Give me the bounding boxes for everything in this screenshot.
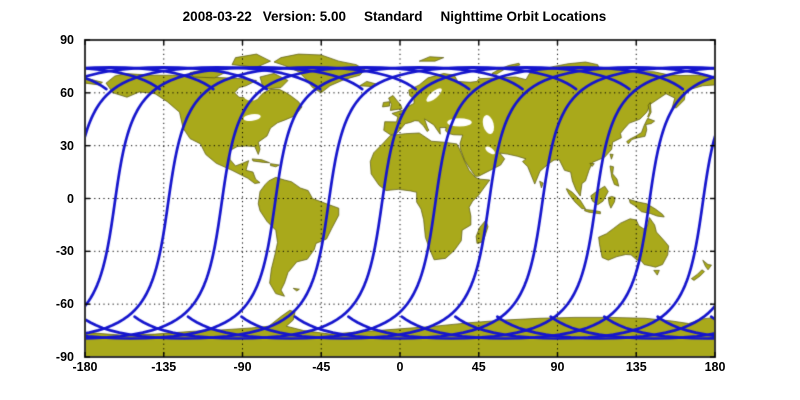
y-tick-label: 30 (60, 138, 74, 153)
x-tick-label: -135 (151, 360, 177, 374)
title-mode: Standard (364, 9, 423, 24)
y-tick-label: -30 (55, 244, 74, 259)
x-tick-label: -180 (72, 360, 98, 374)
y-tick-label: 90 (60, 33, 74, 47)
title-name: Nighttime Orbit Locations (440, 9, 607, 24)
x-tick-label: 45 (471, 360, 486, 374)
x-tick-label: 135 (625, 360, 647, 374)
x-tick-label: 0 (396, 360, 404, 374)
x-tick-label: 90 (550, 360, 565, 374)
y-tick-label: -60 (55, 297, 74, 312)
y-tick-label: 0 (67, 191, 74, 206)
figure-title: 2008-03-22 Version: 5.00 Standard Nighttime… (0, 9, 800, 24)
x-tick-label: -45 (312, 360, 331, 374)
x-tick-label: -90 (233, 360, 252, 374)
y-tick-label: 60 (60, 85, 74, 100)
title-version: Version: 5.00 (262, 9, 347, 24)
y-tick-label: -90 (55, 350, 74, 364)
title-date: 2008-03-22 (182, 9, 252, 24)
x-tick-label: 180 (704, 360, 726, 374)
